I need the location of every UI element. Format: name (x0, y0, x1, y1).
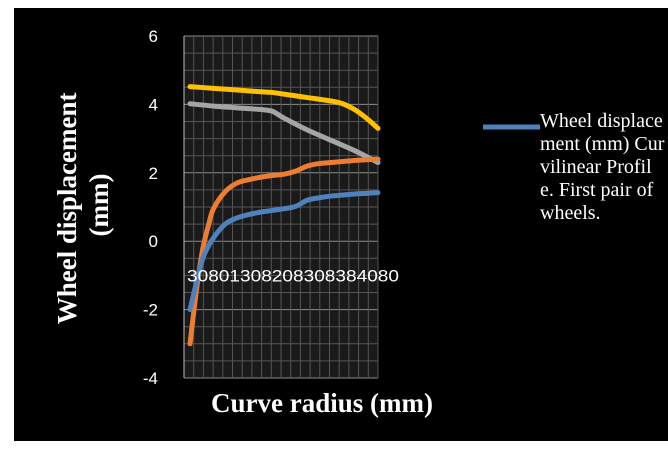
y-tick-label: 2 (149, 164, 158, 183)
y-tick-label: 0 (149, 232, 158, 251)
y-tick-label: -2 (143, 301, 158, 320)
series-line-1 (187, 190, 381, 313)
series-line-4 (187, 84, 381, 131)
series-line-3 (187, 101, 381, 166)
y-axis-title: Wheel displacement (mm) (52, 86, 114, 324)
x-tick-labels: 30801308208308384080 (187, 266, 399, 285)
y-tick-label: -4 (143, 369, 158, 388)
y-tick-label: 6 (149, 27, 158, 46)
y-axis-ticks: 6 4 2 0 -2 -4 (143, 27, 158, 388)
x-axis-title: Curve radius (mm) (211, 388, 433, 418)
y-axis-title-line-1: Wheel displacement (52, 93, 82, 325)
series-lines (187, 84, 381, 347)
y-axis-title-line-2: (mm) (84, 174, 114, 237)
legend-label-series-1: Wheel displacement (mm) Curvilinear Prof… (540, 110, 665, 224)
series-line-2 (187, 156, 381, 347)
y-tick-label: 4 (149, 95, 158, 114)
